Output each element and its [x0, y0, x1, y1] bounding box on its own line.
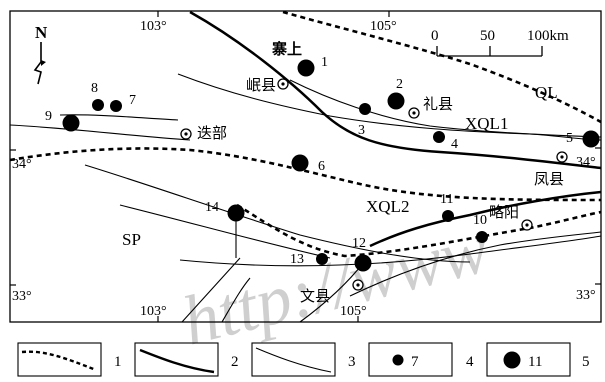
latitude-label-34-right: 34° — [576, 155, 596, 170]
site-11: 11 — [440, 192, 454, 222]
site-2: 2 — [387, 77, 405, 110]
site-label-2: 2 — [396, 77, 403, 92]
site-4: 4 — [433, 131, 458, 152]
site-14: 14 — [205, 200, 245, 222]
site-label-11: 11 — [440, 192, 453, 207]
region-label-ql: QL — [535, 83, 558, 102]
site-label-6: 6 — [318, 159, 325, 174]
site-label-10: 10 — [473, 213, 487, 228]
site-13: 13 — [290, 252, 328, 267]
site-label-13: 13 — [290, 252, 304, 267]
site-7: 7 — [110, 93, 136, 112]
site-label-4: 4 — [451, 137, 458, 152]
site-9: 9 — [45, 109, 80, 132]
town-label-diebu: 迭部 — [197, 124, 227, 142]
site-label-9: 9 — [45, 109, 52, 124]
coordinate-labels: 103° 105° 103° 105° 34° 34° 33° 33° — [12, 19, 596, 319]
fault-g — [179, 235, 602, 267]
legend-sample-11: 11 — [528, 354, 542, 370]
north-label: N — [35, 23, 48, 42]
town-label-lixian: 礼县 — [423, 95, 453, 113]
site-6: 6 — [291, 154, 325, 174]
watermark-text: http://www — [175, 210, 496, 360]
map-frame — [9, 10, 602, 323]
town-lueyang: 略阳 — [489, 203, 533, 231]
legend: 1 2 3 7 4 11 5 — [17, 342, 590, 377]
region-label-xql2: XQL2 — [366, 197, 409, 216]
town-label-zhaishang: 寨上 — [271, 40, 302, 58]
fault-k — [221, 277, 251, 323]
town-wenxian: 文县 — [300, 279, 364, 305]
site-label-3: 3 — [358, 123, 365, 138]
site-label-7: 7 — [129, 93, 136, 108]
scale-label-100km: 100km — [527, 28, 569, 44]
region-labels: QL SP XQL1 XQL2 — [122, 83, 558, 249]
town-markers: 寨上 岷县 礼县 迭部 凤县 略阳 文县 — [180, 40, 568, 305]
legend-sample-7: 7 — [411, 354, 419, 370]
region-label-xql1: XQL1 — [465, 114, 508, 133]
main-fault-north — [189, 10, 602, 170]
site-label-14: 14 — [205, 200, 219, 215]
legend-number-5: 5 — [582, 354, 590, 370]
fault-h — [349, 231, 602, 297]
site-3: 3 — [358, 103, 371, 138]
south-dashed-boundary — [236, 203, 602, 258]
town-diebu: 迭部 — [180, 124, 227, 142]
legend-item-2: 2 — [134, 342, 239, 377]
legend-number-4: 4 — [466, 354, 474, 370]
site-label-1: 1 — [321, 55, 328, 70]
main-faults — [189, 10, 602, 248]
longitude-label-105-bottom: 105° — [340, 304, 367, 319]
latitude-label-33-right: 33° — [576, 288, 596, 303]
fault-f — [119, 204, 331, 259]
legend-number-1: 1 — [114, 354, 122, 370]
legend-number-3: 3 — [348, 354, 356, 370]
town-label-wenxian: 文县 — [300, 287, 330, 305]
town-label-minxian: 岷县 — [246, 76, 276, 94]
site-10: 10 — [473, 213, 488, 243]
north-arrow-icon — [33, 42, 42, 85]
main-fault-south — [369, 190, 602, 248]
legend-item-1: 1 — [17, 342, 122, 377]
latitude-label-34-left: 34° — [12, 157, 32, 172]
longitude-label-103-top: 103° — [140, 19, 167, 34]
site-8: 8 — [91, 81, 104, 111]
fault-b — [289, 79, 602, 138]
legend-item-3: 3 — [251, 342, 356, 377]
site-1: 1 — [297, 55, 328, 77]
town-zhaishang: 寨上 — [271, 40, 302, 58]
north-dashed-boundary — [282, 10, 602, 124]
town-lixian: 礼县 — [408, 95, 453, 119]
longitude-label-103-bottom: 103° — [140, 304, 167, 319]
map-tick-marks — [10, 11, 601, 322]
town-fengxian: 凤县 — [534, 151, 568, 188]
site-label-12: 12 — [352, 236, 366, 251]
site-12: 12 — [352, 236, 372, 272]
fault-e — [84, 164, 471, 263]
latitude-label-33-left: 33° — [12, 289, 32, 304]
site-label-5: 5 — [566, 131, 573, 146]
middle-dashed-boundary — [9, 147, 602, 202]
fault-c — [9, 124, 191, 141]
scale-label-50: 50 — [480, 28, 495, 44]
site-5: 5 — [566, 130, 600, 148]
legend-number-2: 2 — [231, 354, 239, 370]
scale-bar: 0 50 100km — [431, 28, 569, 57]
fault-a — [177, 73, 602, 141]
town-label-fengxian: 凤县 — [534, 170, 564, 188]
fault-j — [181, 257, 241, 323]
region-label-sp: SP — [122, 230, 141, 249]
legend-item-5: 11 5 — [486, 342, 590, 377]
town-label-lueyang: 略阳 — [489, 203, 519, 221]
site-label-8: 8 — [91, 81, 98, 96]
site-markers: 1 2 3 4 5 6 7 8 — [45, 55, 600, 272]
scale-label-0: 0 — [431, 28, 439, 44]
town-minxian: 岷县 — [246, 76, 289, 94]
dashed-boundaries — [9, 10, 602, 258]
north-arrow: N — [33, 23, 48, 85]
legend-item-4: 7 4 — [368, 342, 474, 377]
longitude-label-105-top: 105° — [370, 19, 397, 34]
